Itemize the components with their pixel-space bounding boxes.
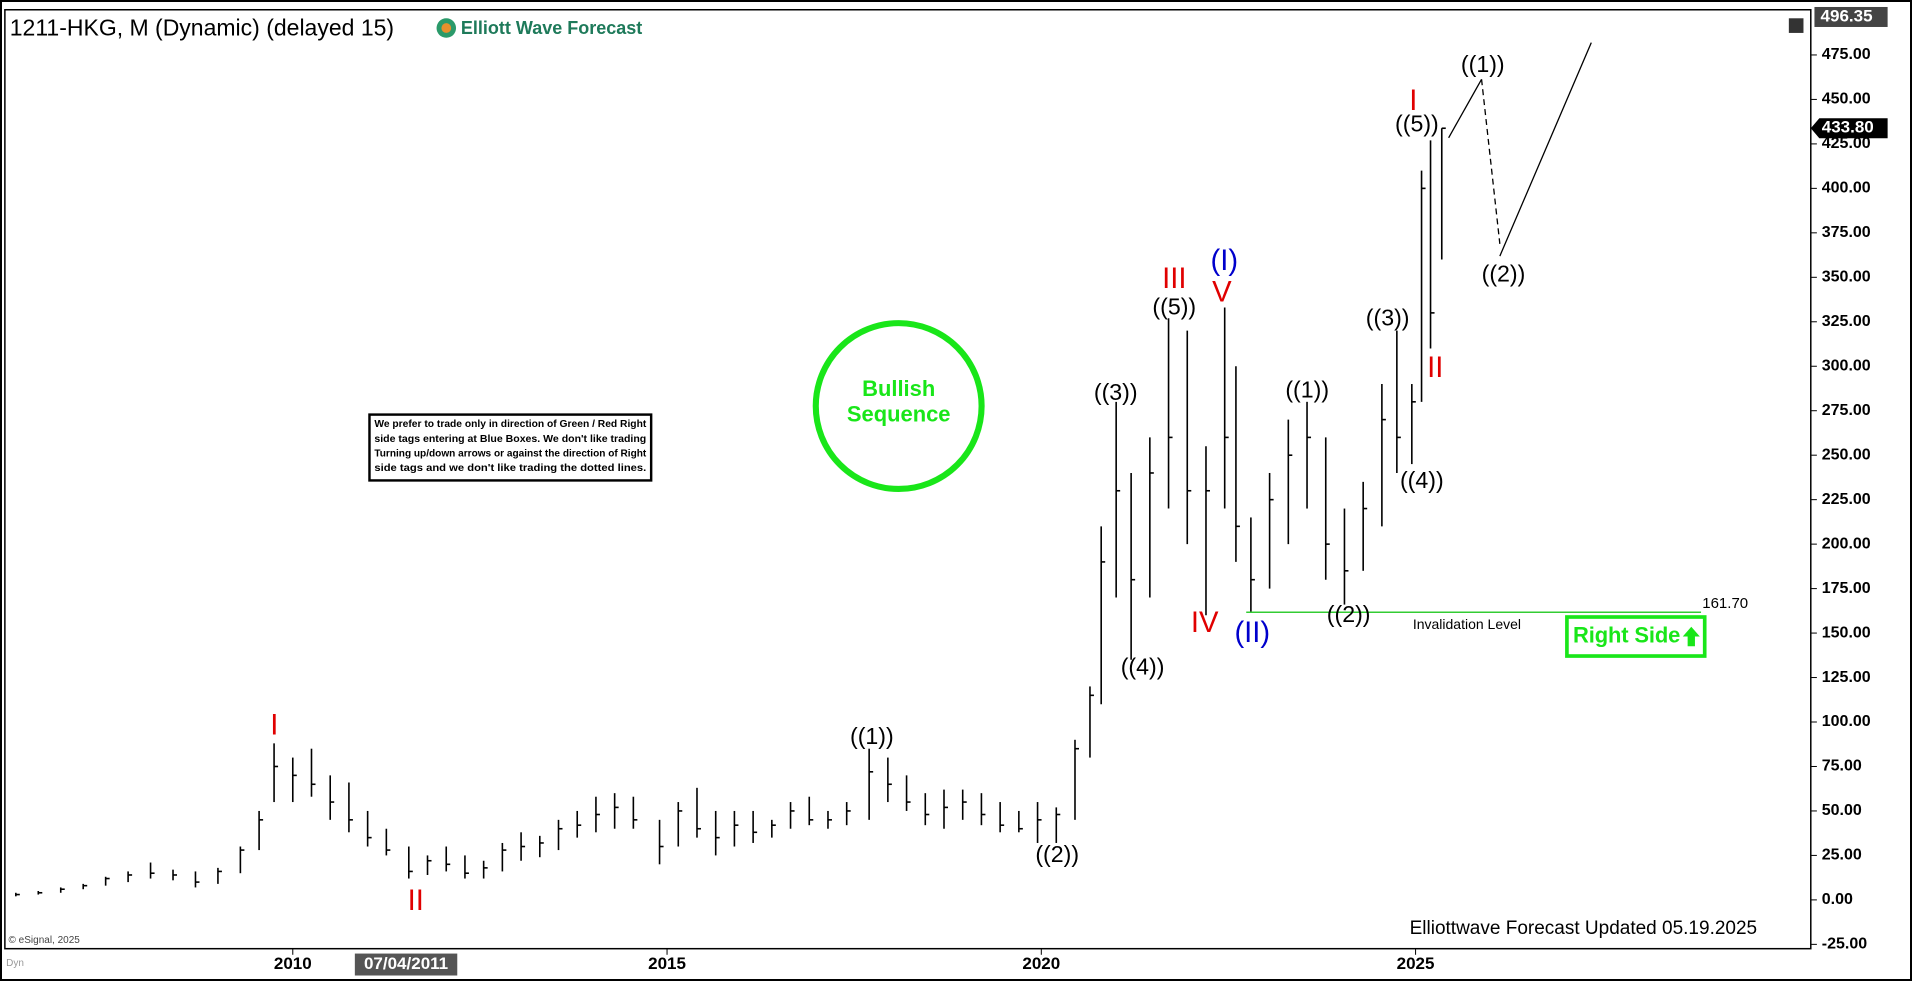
note-box bbox=[368, 413, 653, 482]
top-price-label: 496.35 bbox=[1821, 6, 1873, 25]
y-tick-label: 175.00 bbox=[1822, 580, 1871, 597]
x-tick-label: 2020 bbox=[1022, 954, 1060, 973]
window-icon bbox=[1788, 18, 1804, 33]
x-tick-label: 2010 bbox=[274, 954, 312, 973]
wave-label: ((2)) bbox=[1327, 601, 1371, 627]
wave-label: III bbox=[1162, 263, 1186, 295]
last-price-label: 433.80 bbox=[1822, 118, 1874, 137]
wave-label: ((4)) bbox=[1400, 467, 1444, 493]
y-tick-label: 100.00 bbox=[1822, 713, 1871, 730]
crosshair-date-box bbox=[354, 953, 458, 976]
wave-label: ((1)) bbox=[1285, 377, 1329, 403]
projection-dashed bbox=[1480, 79, 1501, 244]
y-tick-label: 0.00 bbox=[1822, 891, 1853, 908]
x-tick-label: 2025 bbox=[1397, 954, 1435, 973]
y-tick-label: 25.00 bbox=[1822, 847, 1862, 864]
note-line: Turning up/down arrows or against the di… bbox=[374, 447, 646, 459]
top-price-box bbox=[1814, 6, 1888, 27]
right-side-box bbox=[1565, 615, 1707, 658]
wave-label: II bbox=[1427, 352, 1443, 384]
wave-label: ((2)) bbox=[1482, 261, 1526, 287]
note-line: side tags entering at Blue Boxes. We don… bbox=[374, 433, 646, 445]
projection-solid bbox=[1499, 42, 1592, 257]
y-tick-label: 375.00 bbox=[1822, 224, 1871, 241]
y-tick-label: 75.00 bbox=[1822, 758, 1862, 775]
footer-update: Elliottwave Forecast Updated 05.19.2025 bbox=[1410, 918, 1758, 939]
projection-solid bbox=[1448, 78, 1483, 139]
y-tick-label: 275.00 bbox=[1822, 402, 1871, 419]
wave-label: ((1)) bbox=[850, 723, 894, 749]
wave-label: IV bbox=[1191, 607, 1219, 639]
brand-name: Elliott Wave Forecast bbox=[461, 18, 642, 38]
y-tick-label: 250.00 bbox=[1822, 446, 1871, 463]
y-tick-label: 225.00 bbox=[1822, 491, 1871, 508]
y-tick-label: 350.00 bbox=[1822, 269, 1871, 286]
wave-label: ((3)) bbox=[1366, 305, 1410, 331]
wave-label: II bbox=[408, 885, 424, 917]
note-line: We prefer to trade only in direction of … bbox=[374, 418, 646, 430]
wave-label: (II) bbox=[1234, 617, 1270, 649]
last-price-box bbox=[1810, 118, 1888, 139]
chart-title: 1211-HKG, M (Dynamic) (delayed 15) bbox=[10, 14, 394, 40]
right-side-label: Right Side bbox=[1573, 622, 1680, 647]
crosshair-date: 07/04/2011 bbox=[364, 954, 448, 973]
y-tick-label: 50.00 bbox=[1822, 802, 1862, 819]
sequence-label: Sequence bbox=[847, 402, 951, 427]
y-tick-label: 300.00 bbox=[1822, 357, 1871, 374]
plot-frame bbox=[4, 9, 1812, 950]
invalidation-label: Invalidation Level bbox=[1413, 616, 1521, 632]
invalidation-value: 161.70 bbox=[1702, 595, 1748, 612]
wave-label: ((5)) bbox=[1152, 294, 1196, 320]
y-tick-label: 450.00 bbox=[1822, 91, 1871, 108]
y-tick-label: 400.00 bbox=[1822, 180, 1871, 197]
brand-logo-inner bbox=[441, 23, 452, 33]
wave-label: I bbox=[1409, 85, 1417, 117]
y-tick-label: 325.00 bbox=[1822, 313, 1871, 330]
y-tick-label: -25.00 bbox=[1822, 936, 1867, 953]
right-side-arrow bbox=[1682, 626, 1700, 647]
y-tick-label: 425.00 bbox=[1822, 135, 1871, 152]
wave-label: ((1)) bbox=[1461, 51, 1505, 77]
wave-label: ((4)) bbox=[1121, 653, 1165, 679]
y-tick-label: 150.00 bbox=[1822, 624, 1871, 641]
sequence-label: Bullish bbox=[862, 376, 935, 401]
copyright: © eSignal, 2025 bbox=[9, 935, 81, 946]
wave-label: ((5)) bbox=[1395, 111, 1439, 137]
y-tick-label: 200.00 bbox=[1822, 535, 1871, 552]
wave-label: ((3)) bbox=[1094, 379, 1138, 405]
sequence-circle bbox=[812, 320, 985, 493]
note-line: side tags and we don't like trading the … bbox=[374, 462, 646, 474]
y-tick-label: 475.00 bbox=[1822, 46, 1871, 63]
mode-label: Dyn bbox=[6, 958, 24, 969]
wave-label: I bbox=[270, 709, 278, 741]
x-tick-label: 2015 bbox=[648, 954, 686, 973]
wave-label: (I) bbox=[1210, 245, 1238, 277]
y-tick-label: 125.00 bbox=[1822, 669, 1871, 686]
wave-label: ((2)) bbox=[1035, 841, 1079, 867]
wave-label: V bbox=[1212, 277, 1232, 309]
